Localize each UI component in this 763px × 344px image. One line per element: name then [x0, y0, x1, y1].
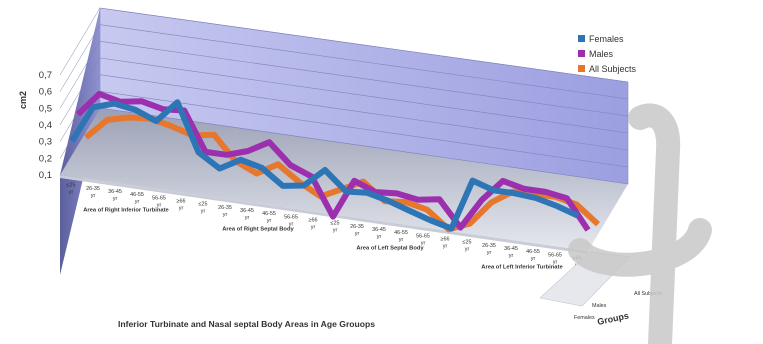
y-tick-label: 0,7: [39, 70, 52, 81]
x-category-label: 56-65: [416, 233, 430, 239]
x-category-label-unit: yr: [201, 209, 206, 215]
gridline-side: [59, 7, 101, 76]
x-category-label-unit: yr: [377, 234, 382, 240]
x-category-label: ≥66: [309, 217, 318, 223]
x-category-label: ≤25: [67, 183, 76, 189]
depth-axis-title: Groups: [596, 311, 629, 327]
gridline-side: [59, 24, 101, 92]
gridline-side: [59, 107, 101, 176]
legend-label-males: Males: [589, 49, 614, 59]
x-category-label-unit: yr: [399, 237, 404, 243]
x-category-label: 56-65: [548, 252, 562, 258]
x-category-label: 56-65: [284, 214, 298, 220]
x-category-label: 26-35: [350, 224, 364, 230]
x-category-label-unit: yr: [509, 253, 514, 259]
gridline-side: [59, 57, 101, 126]
x-category-label-unit: yr: [553, 259, 558, 265]
gridline: [99, 7, 629, 83]
x-category-label-unit: yr: [333, 228, 338, 234]
x-category-label: 46-55: [262, 211, 276, 217]
x-group-label: Area of Right Septal Body: [222, 227, 294, 233]
x-category-label-unit: yr: [135, 199, 140, 205]
x-category-label-unit: yr: [531, 256, 536, 262]
series-line-males: [75, 90, 591, 232]
x-category-label: ≤25: [463, 240, 472, 246]
x-category-label: 46-55: [130, 192, 144, 198]
x-category-label-unit: yr: [289, 221, 294, 227]
watermark-mark: [568, 103, 712, 344]
x-category-label-unit: yr: [91, 193, 96, 199]
chart-title: Inferior Turbinate and Nasal septal Body…: [118, 319, 375, 329]
x-category-label: 36-45: [372, 227, 386, 233]
x-category-label: 46-55: [394, 230, 408, 236]
gridline-side: [59, 41, 101, 109]
x-group-label: Area of Right Inferior Turbinate: [83, 208, 169, 214]
series-line-females: [69, 99, 580, 232]
legend: Females Males All Subjects: [578, 34, 637, 74]
x-category-label: 46-55: [526, 249, 540, 255]
x-category-label: 56-65: [152, 195, 166, 201]
x-category-label: 26-35: [86, 186, 100, 192]
x-category-label: 26-35: [218, 205, 232, 211]
x-category-label: ≥66: [177, 198, 186, 204]
x-category-label: ≤25: [331, 221, 340, 227]
x-category-label-unit: yr: [69, 190, 74, 196]
legend-swatch-females: [578, 35, 585, 42]
legend-swatch-males: [578, 50, 585, 57]
depth-label-all-subjects: All Subjects: [634, 291, 662, 297]
x-group-label: Area of Left Inferior Turbinate: [481, 265, 563, 271]
legend-swatch-all-subjects: [578, 65, 585, 72]
y-tick-label: 0,1: [39, 170, 52, 181]
x-group-labels: Area of Right Inferior Turbinate Area of …: [83, 208, 563, 271]
x-category-label: ≤25: [199, 202, 208, 208]
gridline: [99, 57, 629, 134]
x-category-label: 26-35: [482, 243, 496, 249]
depth-label-males: Males: [592, 303, 607, 309]
x-category-label-unit: yr: [113, 196, 118, 202]
floor-front-edge: [60, 175, 588, 254]
x-category-label-unit: yr: [179, 205, 184, 211]
series-lines: [69, 90, 601, 233]
x-category-label-unit: yr: [223, 212, 228, 218]
gridline-side: [59, 74, 101, 142]
x-category-label: 36-45: [108, 189, 122, 195]
x-category-label: 36-45: [240, 208, 254, 214]
x-category-label-unit: yr: [355, 231, 360, 237]
y-tick-label: 0,6: [39, 87, 52, 98]
gridline: [99, 74, 629, 151]
x-category-label-unit: yr: [421, 240, 426, 246]
y-tick-label: 0,5: [39, 103, 52, 114]
x-category-label-unit: yr: [465, 247, 470, 253]
gridline: [99, 24, 629, 100]
x-category-label-unit: yr: [311, 224, 316, 230]
gridline: [99, 41, 629, 117]
y-tick-label: 0,4: [39, 120, 52, 131]
gridline: [99, 91, 629, 168]
legend-label-females: Females: [589, 34, 624, 44]
y-axis-label: cm2: [18, 91, 28, 109]
y-tick-label: 0,3: [39, 137, 52, 148]
x-category-label-unit: yr: [487, 250, 492, 256]
x-category-label-unit: yr: [245, 215, 250, 221]
depth-label-females: Females: [574, 315, 595, 321]
y-axis-ticks: 0,1 0,2 0,3 0,4 0,5 0,6 0,7: [39, 70, 52, 181]
x-category-label: ≥66: [441, 236, 450, 242]
y-tick-label: 0,2: [39, 153, 52, 164]
x-category-label-unit: yr: [443, 243, 448, 249]
x-category-label-unit: yr: [157, 202, 162, 208]
x-category-label-unit: yr: [267, 218, 272, 224]
x-category-label: 36-45: [504, 246, 518, 252]
x-group-label: Area of Left Septal Body: [356, 246, 424, 252]
legend-label-all-subjects: All Subjects: [589, 64, 637, 74]
